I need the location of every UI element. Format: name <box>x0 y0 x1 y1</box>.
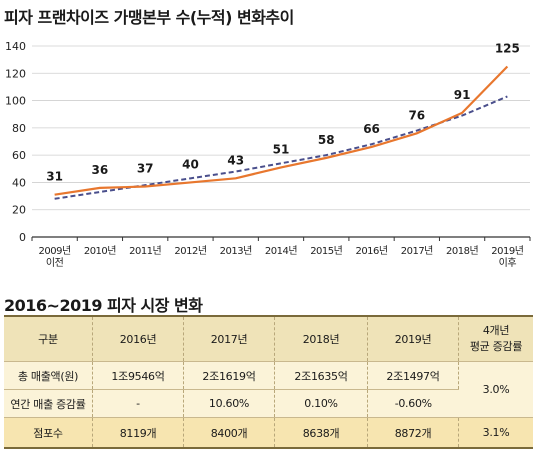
header-2018: 2018년 <box>274 316 368 362</box>
x-tick-label: 2012년 <box>174 245 206 257</box>
x-tick-label: 2011년 <box>129 245 161 257</box>
x-tick-label: 이후 <box>499 257 517 269</box>
header-avg-growth: 4개년 평균 증감률 <box>458 316 533 362</box>
table-cell: 8119개 <box>92 417 184 449</box>
table-cell: 8638개 <box>274 417 368 449</box>
table-cell: 2조1635억 <box>274 361 368 390</box>
table-cell: 1조9546억 <box>92 361 184 390</box>
y-tick-label: 20 <box>12 204 26 217</box>
market-change-table: 구분 2016년 2017년 2018년 2019년 4개년 평균 증감률 총 … <box>4 315 533 449</box>
row-label: 총 매출액(원) <box>4 361 93 390</box>
table-cell: 8400개 <box>183 417 275 449</box>
header-avg-line2: 평균 증감률 <box>469 340 523 353</box>
table-cell: 0.10% <box>274 389 368 418</box>
table-cell: 2조1619억 <box>183 361 275 390</box>
header-2019: 2019년 <box>367 316 459 362</box>
data-label: 91 <box>454 88 471 102</box>
x-tick-label: 2009년 <box>39 245 71 257</box>
avg-store-growth: 3.1% <box>458 417 533 449</box>
table-cell: -0.60% <box>367 389 459 418</box>
table-row: 연간 매출 증감률 - 10.60% 0.10% -0.60% <box>4 389 533 418</box>
data-label: 51 <box>273 142 290 156</box>
series-line <box>54 65 509 196</box>
header-2017: 2017년 <box>183 316 275 362</box>
y-tick-label: 60 <box>12 149 26 162</box>
header-avg-line1: 4개년 <box>482 324 510 337</box>
data-label: 58 <box>318 133 335 147</box>
table-row: 점포수 8119개 8400개 8638개 8872개 3.1% <box>4 417 533 449</box>
x-tick-label: 2013년 <box>220 245 252 257</box>
data-label: 43 <box>227 153 244 167</box>
y-tick-label: 0 <box>19 231 26 244</box>
x-tick-label: 2019년 <box>491 245 523 257</box>
row-label: 점포수 <box>4 417 93 449</box>
header-category: 구분 <box>4 316 93 362</box>
y-tick-label: 120 <box>5 67 26 80</box>
table-cell: 10.60% <box>183 389 275 418</box>
data-label: 36 <box>92 163 109 177</box>
x-tick-label: 2015년 <box>310 245 342 257</box>
data-label: 66 <box>363 122 380 136</box>
avg-sales-growth: 3.0% <box>458 361 533 418</box>
x-tick-label: 2010년 <box>84 245 116 257</box>
data-label: 125 <box>495 41 520 55</box>
data-label: 40 <box>182 157 199 171</box>
row-label: 연간 매출 증감률 <box>4 389 93 418</box>
x-tick-label: 2016년 <box>355 245 387 257</box>
data-label: 37 <box>137 162 154 176</box>
y-tick-label: 100 <box>5 95 26 108</box>
table-cell: 2조1497억 <box>367 361 459 390</box>
y-tick-label: 80 <box>12 122 26 135</box>
table-cell: 8872개 <box>367 417 459 449</box>
x-tick-label: 2014년 <box>265 245 297 257</box>
table-cell: - <box>92 389 184 418</box>
header-2016: 2016년 <box>92 316 184 362</box>
table-title: 2016~2019 피자 시장 변화 <box>4 296 203 315</box>
x-tick-label: 이전 <box>46 257 64 269</box>
y-tick-label: 140 <box>5 40 26 53</box>
x-tick-label: 2018년 <box>446 245 478 257</box>
data-label: 31 <box>46 170 63 184</box>
data-label: 76 <box>408 108 425 122</box>
chart-title: 피자 프랜차이즈 가맹본부 수(누적) 변화추이 <box>4 8 294 27</box>
y-tick-label: 40 <box>12 176 26 189</box>
x-tick-label: 2017년 <box>401 245 433 257</box>
table-header-row: 구분 2016년 2017년 2018년 2019년 4개년 평균 증감률 <box>4 316 533 362</box>
table-row: 총 매출액(원) 1조9546억 2조1619억 2조1635억 2조1497억… <box>4 361 533 418</box>
